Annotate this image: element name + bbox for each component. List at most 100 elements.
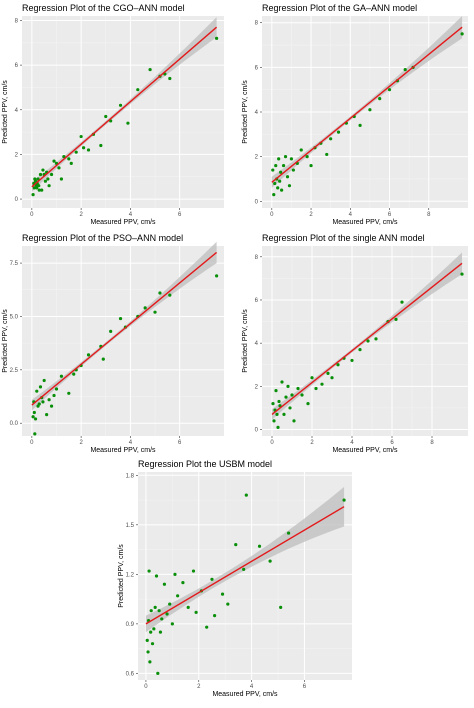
panel-title: Regression Plot of the single ANN model (262, 233, 425, 243)
data-point (275, 412, 279, 417)
data-point (325, 152, 329, 157)
y-tick-label: 2.5 (10, 368, 19, 374)
data-point (35, 186, 39, 190)
data-point (74, 150, 78, 154)
data-point (46, 177, 50, 181)
x-tick-label: 2 (310, 440, 314, 446)
data-point (350, 358, 354, 363)
data-point (387, 88, 392, 92)
y-tick-label: 4 (255, 341, 259, 347)
data-point (284, 395, 288, 399)
data-point (176, 594, 180, 598)
confidence-band (272, 252, 462, 420)
data-point (271, 402, 275, 406)
data-point (257, 544, 262, 548)
data-point (148, 67, 152, 72)
data-point (153, 605, 157, 609)
regression-line (31, 251, 218, 406)
data-point (309, 163, 313, 168)
x-axis-label: Measured PPV, cm/s (212, 691, 278, 698)
data-point (42, 378, 46, 383)
data-point (57, 166, 61, 170)
data-point (310, 376, 314, 380)
data-point (149, 630, 153, 634)
y-tick-label: 4 (15, 108, 19, 114)
data-point (374, 337, 378, 341)
data-point (148, 660, 152, 664)
x-tick-label: 2 (79, 212, 83, 218)
data-point (59, 177, 64, 181)
y-tick-label: 0.0 (10, 421, 19, 427)
x-tick-label: 4 (129, 440, 133, 446)
data-point (280, 188, 284, 192)
x-tick-label: 0 (30, 440, 34, 446)
data-point (460, 32, 464, 36)
data-point (45, 413, 49, 417)
data-point (279, 170, 283, 174)
data-point (306, 402, 310, 406)
data-point (358, 123, 362, 127)
confidence-band (271, 16, 463, 188)
data-point (168, 602, 172, 606)
data-point (213, 614, 217, 618)
panel-title: Regression Plot of the CGO–ANN model (22, 3, 185, 13)
data-point (342, 498, 346, 502)
data-point (162, 582, 167, 586)
data-point (279, 605, 283, 609)
data-point (41, 400, 45, 404)
data-point (290, 393, 294, 397)
panel-title: Regression Plot of the PSO–ANN model (22, 233, 183, 243)
data-point (276, 186, 280, 190)
data-point (326, 371, 330, 375)
data-point (288, 406, 292, 410)
data-point (173, 572, 177, 576)
data-point (168, 76, 172, 81)
data-point (244, 493, 248, 497)
confidence-band (145, 486, 345, 633)
data-point (156, 671, 160, 675)
data-point (285, 175, 290, 179)
y-tick-label: 1.5 (126, 523, 135, 529)
data-point (277, 157, 281, 161)
data-point (358, 348, 362, 352)
x-axis-label: Measured PPV, cm/s (332, 219, 398, 226)
data-point (336, 130, 341, 134)
data-point (366, 339, 370, 343)
x-tick-label: 6 (388, 212, 392, 218)
data-point (41, 168, 45, 172)
x-tick-label: 8 (430, 440, 434, 446)
data-point (47, 398, 51, 402)
data-point (38, 172, 43, 177)
x-tick-label: 2 (79, 440, 83, 446)
data-point (62, 155, 66, 159)
data-point (86, 148, 91, 152)
data-point (118, 316, 123, 321)
data-point (143, 306, 147, 310)
data-point (43, 179, 48, 183)
data-point (394, 317, 398, 322)
data-point (460, 272, 464, 276)
regression-line (271, 262, 463, 415)
data-point (305, 155, 309, 159)
x-tick-label: 0 (30, 212, 34, 218)
y-tick-label: 6 (15, 63, 19, 69)
plot-background (138, 472, 352, 680)
data-point (36, 177, 40, 181)
data-point (286, 531, 291, 535)
y-tick-label: 0.9 (126, 622, 135, 628)
y-tick-label: 6 (255, 65, 259, 71)
data-point (277, 399, 281, 404)
data-point (191, 569, 196, 573)
y-tick-label: 8 (15, 18, 19, 24)
data-point (271, 168, 275, 172)
data-point (157, 609, 161, 613)
data-point (168, 293, 172, 297)
y-axis-label: Predicted PPV, cm/s (2, 80, 9, 144)
confidence-band (31, 241, 217, 411)
x-tick-label: 0 (270, 212, 274, 218)
data-point (59, 374, 64, 378)
regression-panel-5: Regression Plot the USBM model 0 2 4 6 0.6 0.9… (118, 459, 352, 698)
regression-line (31, 26, 218, 188)
data-point (273, 181, 277, 186)
